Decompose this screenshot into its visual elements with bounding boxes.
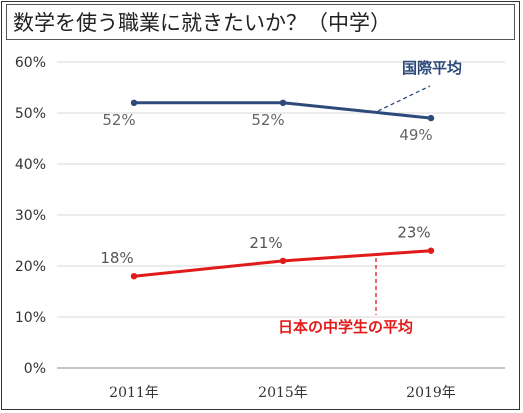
chart-title: 数学を使う職業に就きたいか？（中学）: [6, 4, 515, 40]
data-point: [427, 114, 435, 122]
data-point: [130, 273, 138, 280]
x-tick-label: 2015年: [258, 385, 308, 401]
y-tick-label: 50%: [15, 106, 46, 122]
data-label: 52%: [251, 111, 284, 129]
data-label: 18%: [100, 249, 133, 267]
y-tick-label: 60%: [15, 55, 46, 71]
y-tick-label: 40%: [15, 157, 46, 173]
data-point: [279, 99, 287, 107]
data-point: [427, 247, 435, 254]
legend-international: 国際平均: [402, 59, 462, 77]
callout-leader: [377, 85, 431, 112]
data-label: 52%: [102, 111, 135, 129]
y-tick-label: 10%: [15, 310, 46, 326]
y-tick-label: 0%: [24, 361, 46, 377]
data-label: 23%: [397, 224, 430, 242]
x-tick-label: 2019年: [406, 385, 456, 401]
legend-japan: 日本の中学生の平均: [278, 318, 413, 336]
data-point: [130, 99, 138, 107]
data-label: 49%: [399, 126, 432, 144]
y-tick-label: 30%: [15, 208, 46, 224]
x-tick-label: 2011年: [109, 385, 159, 401]
y-tick-label: 20%: [15, 259, 46, 275]
data-label: 21%: [249, 234, 282, 252]
data-point: [279, 257, 287, 265]
